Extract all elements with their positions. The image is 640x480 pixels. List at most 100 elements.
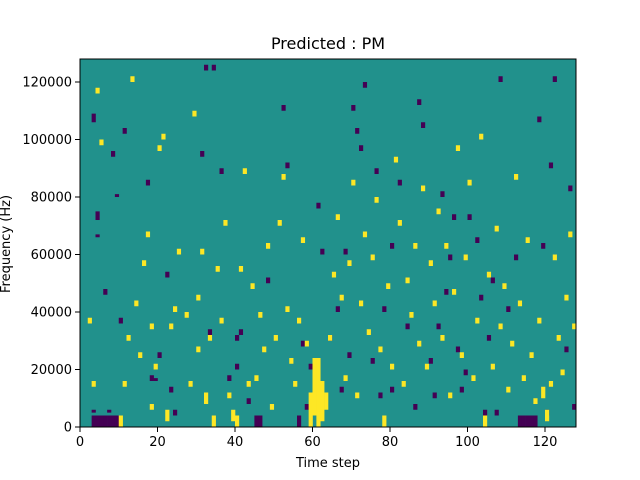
heatmap-cell-low xyxy=(568,185,573,192)
heatmap-cell-high xyxy=(184,312,189,318)
heatmap-cell-low xyxy=(432,392,437,399)
heatmap-cell-high xyxy=(335,214,340,220)
heatmap-cell-low xyxy=(99,415,104,427)
heatmap-cell-high xyxy=(529,352,534,358)
y-tick-label: 80000 xyxy=(31,191,72,206)
heatmap-cell-high xyxy=(308,392,313,427)
heatmap-cell-high xyxy=(452,289,457,295)
heatmap-cell-low xyxy=(107,415,112,427)
plot-background xyxy=(80,59,576,427)
heatmap-cell-high xyxy=(479,133,484,140)
heatmap-cell-low xyxy=(169,386,174,393)
heatmap-cell-low xyxy=(347,352,352,358)
heatmap-cell-low xyxy=(498,76,503,82)
heatmap-cell-high xyxy=(254,375,259,381)
heatmap-cell-low xyxy=(483,409,488,416)
heatmap-cell-high xyxy=(262,346,267,353)
y-tick-label: 0 xyxy=(64,421,72,436)
heatmap-cell-low xyxy=(374,168,379,174)
heatmap-cell-low xyxy=(153,378,158,382)
heatmap-cell-high xyxy=(514,174,519,180)
x-tick-label: 0 xyxy=(76,435,84,450)
heatmap-cell-high xyxy=(91,381,96,387)
heatmap-cell-high xyxy=(533,398,538,404)
heatmap-cell-low xyxy=(413,404,418,410)
heatmap-cell-high xyxy=(238,266,244,272)
heatmap-cell-high xyxy=(122,381,127,387)
heatmap-cell-low xyxy=(351,105,356,111)
heatmap-cell-high xyxy=(258,312,263,318)
heatmap-cell-low xyxy=(227,375,232,381)
heatmap-cell-high xyxy=(87,317,92,324)
heatmap-cell-high xyxy=(417,340,422,347)
heatmap-cell-high xyxy=(440,335,445,341)
heatmap-cell-high xyxy=(362,231,368,238)
heatmap-cell-low xyxy=(378,392,383,399)
heatmap-cell-low xyxy=(494,409,499,416)
heatmap-cell-high xyxy=(475,317,480,324)
heatmap-cell-low xyxy=(246,398,251,404)
plot-frame xyxy=(79,58,577,428)
heatmap-cell-low xyxy=(103,289,108,295)
heatmap-cell-low xyxy=(459,386,464,393)
heatmap-cell-high xyxy=(564,294,569,301)
heatmap-cell-low xyxy=(149,375,154,381)
heatmap-cell-high xyxy=(428,260,433,266)
heatmap-cell-high xyxy=(196,346,201,353)
heatmap-cell-low xyxy=(165,271,170,278)
heatmap-cell-high xyxy=(246,381,251,387)
heatmap-cell-low xyxy=(91,113,96,123)
heatmap-cell-low xyxy=(211,64,216,71)
heatmap-cell-low xyxy=(517,415,523,427)
heatmap-cell-low xyxy=(258,415,263,427)
heatmap-cell-high xyxy=(304,340,309,347)
heatmap-cell-low xyxy=(428,358,433,364)
heatmap-cell-high xyxy=(149,404,154,410)
heatmap-cell-low xyxy=(114,415,120,427)
heatmap-cell-high xyxy=(149,323,154,330)
heatmap-cell-low xyxy=(114,194,120,198)
heatmap-cell-high xyxy=(95,87,100,94)
x-tick-label: 120 xyxy=(533,435,558,450)
heatmap-cell-high xyxy=(118,415,123,427)
heatmap-cell-high xyxy=(328,335,333,341)
heatmap-cell-high xyxy=(223,220,228,226)
heatmap-cell-high xyxy=(483,415,488,427)
heatmap-cell-high xyxy=(382,415,387,427)
heatmap-cell-high xyxy=(498,323,503,330)
heatmap-cell-high xyxy=(211,415,216,427)
y-tick-label: 60000 xyxy=(31,248,72,263)
heatmap-cell-high xyxy=(157,145,162,151)
heatmap-cell-high xyxy=(463,254,468,261)
heatmap-cell-low xyxy=(537,116,542,123)
heatmap-cell-high xyxy=(471,375,476,381)
heatmap-cell-high xyxy=(126,335,131,341)
heatmap-cell-high xyxy=(285,306,290,312)
x-axis-title: Time step xyxy=(295,456,360,471)
heatmap-cell-high xyxy=(366,329,371,335)
heatmap-cell-low xyxy=(219,168,224,174)
heatmap-cell-high xyxy=(409,312,414,318)
heatmap-cell-low xyxy=(521,415,526,427)
heatmap-cell-high xyxy=(153,363,158,370)
heatmap-cell-high xyxy=(165,409,170,422)
heatmap-cell-low xyxy=(111,151,116,157)
heatmap-cell-low xyxy=(281,105,286,111)
x-tick-label: 80 xyxy=(382,435,399,450)
heatmap-cell-low xyxy=(533,415,538,427)
heatmap-cell-high xyxy=(405,277,410,284)
heatmap-cell-low xyxy=(525,415,530,427)
heatmap-cell-high xyxy=(231,409,236,422)
heatmap-cell-low xyxy=(475,237,480,243)
heatmap-cell-high xyxy=(169,323,174,330)
heatmap-cell-low xyxy=(91,409,96,413)
heatmap-cell-low xyxy=(118,317,123,324)
heatmap-cell-high xyxy=(207,335,213,341)
heatmap-cell-high xyxy=(545,409,550,422)
heatmap-cell-high xyxy=(316,358,321,427)
heatmap-cell-high xyxy=(235,415,240,427)
heatmap-cell-low xyxy=(266,277,271,284)
heatmap-cell-high xyxy=(537,317,542,324)
heatmap-cell-low xyxy=(390,386,395,393)
y-tick-label: 20000 xyxy=(31,363,72,378)
